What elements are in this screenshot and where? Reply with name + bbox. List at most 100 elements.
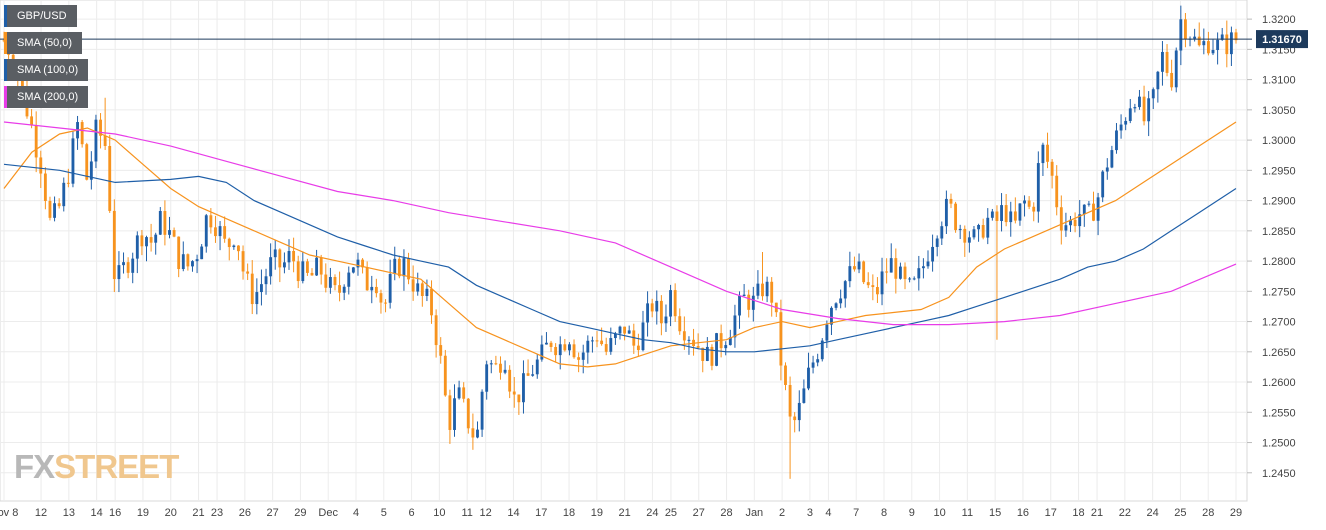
- legend-sma-200[interactable]: SMA (200,0): [4, 86, 89, 108]
- candle-body: [393, 258, 397, 275]
- candle-body: [53, 203, 56, 218]
- candle-body: [103, 135, 107, 146]
- candle-body: [669, 290, 672, 317]
- candle-body: [384, 302, 387, 304]
- x-tick-label: 28: [1202, 507, 1214, 519]
- candle-body: [296, 261, 300, 282]
- candle-body: [356, 259, 360, 268]
- candle-body: [145, 237, 148, 247]
- candle-body: [908, 278, 912, 280]
- candle-body: [921, 266, 925, 269]
- legend-gbpusd[interactable]: GBP/USD: [4, 5, 77, 27]
- candle-body: [117, 265, 121, 280]
- candle-body: [163, 211, 167, 235]
- x-tick-label: 25: [1174, 507, 1186, 519]
- candle-body: [1041, 144, 1045, 164]
- candle-body: [108, 145, 112, 211]
- candle-body: [613, 333, 617, 339]
- candle-body: [949, 198, 953, 204]
- candle-body: [411, 279, 415, 292]
- candle-body: [457, 387, 461, 399]
- candle-body: [39, 157, 43, 174]
- x-tick-label: 10: [433, 507, 445, 519]
- y-tick-label: 1.2500: [1262, 438, 1296, 450]
- x-tick-label: 21: [619, 507, 631, 519]
- candle-body: [926, 261, 930, 267]
- x-tick-label: 12: [480, 507, 492, 519]
- candle-body: [1211, 50, 1215, 54]
- candle-body: [981, 225, 985, 238]
- candle-body: [531, 374, 535, 376]
- candle-body: [328, 277, 332, 288]
- legend-sma-50[interactable]: SMA (50,0): [4, 32, 83, 54]
- candle-body: [1138, 96, 1141, 108]
- x-axis: Nov 81213141619202123262729Dec4561011121…: [0, 507, 1242, 519]
- candle-body: [871, 285, 875, 288]
- candle-body: [673, 290, 677, 317]
- candle-body: [898, 266, 902, 279]
- candle-body: [351, 267, 355, 273]
- candle-body: [1046, 144, 1049, 162]
- candle-body: [1073, 219, 1077, 227]
- candle-body: [485, 364, 489, 392]
- candle-body: [195, 259, 199, 262]
- candle-body: [770, 281, 774, 303]
- candle-body: [1119, 124, 1123, 131]
- candle-body: [618, 326, 622, 334]
- candle-body: [779, 312, 783, 366]
- candle-body: [149, 237, 153, 243]
- candle-body: [816, 359, 820, 363]
- candle-body: [522, 373, 525, 403]
- candle-body: [1059, 207, 1063, 231]
- candle-body: [885, 271, 889, 273]
- candle-body: [1050, 161, 1054, 176]
- candle-body: [751, 295, 755, 310]
- candle-body: [600, 340, 604, 345]
- x-tick-label: 24: [1147, 507, 1159, 519]
- candle-body: [112, 210, 116, 280]
- candle-body: [471, 428, 475, 438]
- candle-body: [34, 125, 38, 158]
- x-tick-label: 20: [165, 507, 177, 519]
- x-tick-label: 21: [192, 507, 204, 519]
- y-tick-label: 1.2950: [1262, 165, 1296, 177]
- x-tick-label: 18: [1072, 507, 1084, 519]
- candle-body: [48, 200, 52, 218]
- y-tick-label: 1.2700: [1262, 317, 1296, 329]
- candle-body: [453, 398, 456, 430]
- candle-body: [967, 237, 971, 243]
- candle-body: [977, 225, 980, 230]
- candle-body: [347, 272, 351, 287]
- candle-body: [765, 281, 769, 297]
- candle-body: [623, 326, 627, 334]
- candle-body: [834, 303, 838, 308]
- x-tick-label: 19: [591, 507, 603, 519]
- candle-body: [315, 257, 319, 276]
- candle-body: [278, 249, 282, 268]
- candle-body: [135, 235, 139, 259]
- candle-body: [517, 394, 521, 403]
- candle-body: [1036, 163, 1040, 212]
- candle-body: [126, 262, 130, 273]
- legend-label: GBP/USD: [17, 10, 67, 22]
- x-tick-label: 27: [267, 507, 279, 519]
- candle-body: [1234, 32, 1238, 41]
- candle-body: [420, 283, 424, 297]
- candle-body: [954, 203, 958, 231]
- legend-sma-100[interactable]: SMA (100,0): [4, 59, 89, 81]
- x-tick-label: 23: [211, 507, 223, 519]
- candle-body: [1151, 89, 1155, 99]
- candle-body: [1032, 206, 1036, 212]
- x-tick-label: 16: [1017, 507, 1029, 519]
- candle-body: [1000, 205, 1003, 221]
- y-tick-label: 1.2450: [1262, 468, 1296, 480]
- candle-body: [181, 254, 185, 270]
- candle-body: [710, 346, 714, 366]
- candle-body: [200, 246, 204, 260]
- candle-body: [1165, 51, 1169, 73]
- candle-body: [1225, 34, 1229, 55]
- candle-body: [260, 284, 263, 293]
- candle-body: [1229, 32, 1233, 55]
- x-tick-label: 17: [1045, 507, 1057, 519]
- x-tick-label: 21: [1091, 507, 1103, 519]
